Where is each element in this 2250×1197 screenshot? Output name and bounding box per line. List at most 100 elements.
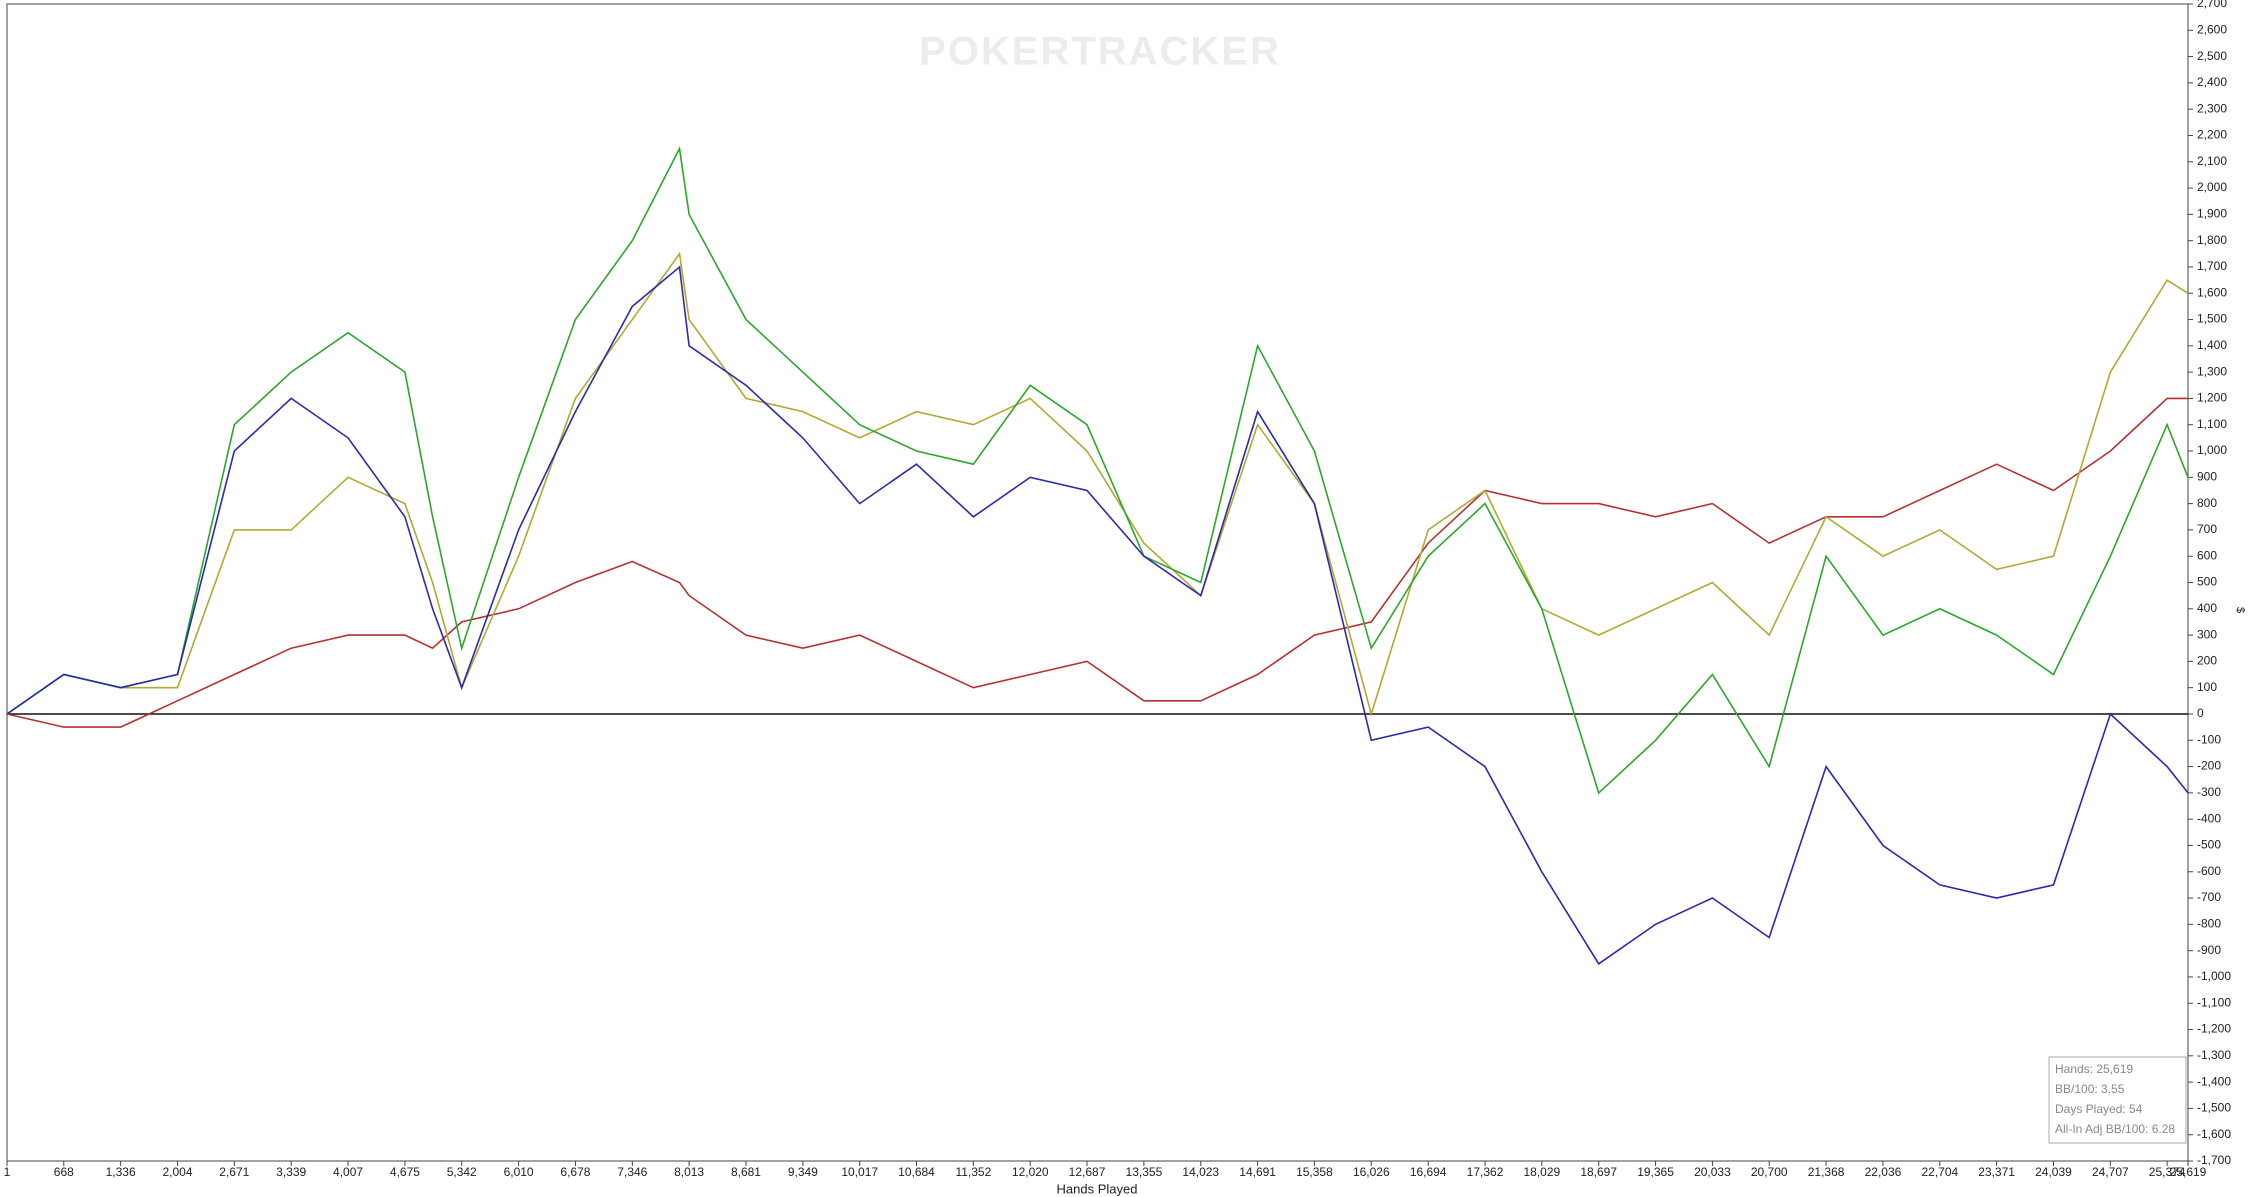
y-tick-label: -400	[2197, 811, 2221, 825]
y-tick-label: -1,200	[2197, 1022, 2231, 1036]
stat-line: BB/100: 3.55	[2055, 1082, 2125, 1096]
y-tick-label: -700	[2197, 890, 2221, 904]
y-tick-label: 500	[2197, 575, 2217, 589]
y-tick-label: 600	[2197, 548, 2217, 562]
y-tick-label: -900	[2197, 943, 2221, 957]
x-tick-label: 24,707	[2092, 1165, 2129, 1179]
x-tick-label: 16,026	[1353, 1165, 1390, 1179]
x-tick-label: 21,368	[1808, 1165, 1845, 1179]
y-tick-label: 1,000	[2197, 443, 2227, 457]
x-tick-label: 14,691	[1239, 1165, 1276, 1179]
y-tick-label: -200	[2197, 759, 2221, 773]
x-tick-label: 8,681	[731, 1165, 761, 1179]
y-tick-label: 1,300	[2197, 364, 2227, 378]
stats-box: Hands: 25,619 BB/100: 3.55 Days Played: 54…	[2048, 1056, 2187, 1144]
y-tick-label: 2,700	[2197, 0, 2227, 10]
x-tick-label: 22,036	[1865, 1165, 1902, 1179]
x-tick-label: 25,374	[2149, 1165, 2186, 1179]
y-tick-label: 1,200	[2197, 391, 2227, 405]
series-line	[6, 265, 2189, 965]
y-tick-label: 2,400	[2197, 75, 2227, 89]
y-tick-label: 2,600	[2197, 22, 2227, 36]
x-axis-title: Hands Played	[1057, 1181, 1138, 1196]
x-tick-label: 17,362	[1467, 1165, 1504, 1179]
x-tick-label: 1	[4, 1165, 11, 1179]
y-tick-label: -1,500	[2197, 1101, 2231, 1115]
y-tick-label: 800	[2197, 496, 2217, 510]
plot-frame	[6, 3, 2189, 1162]
y-tick-label: 2,000	[2197, 180, 2227, 194]
x-tick-label: 13,355	[1126, 1165, 1163, 1179]
y-tick-label: 2,300	[2197, 101, 2227, 115]
x-tick-label: 19,365	[1637, 1165, 1674, 1179]
stat-line: Hands: 25,619	[2055, 1062, 2133, 1076]
x-tick-label: 15,358	[1296, 1165, 1333, 1179]
x-tick-label: 2,671	[219, 1165, 249, 1179]
x-tick-label: 22,704	[1921, 1165, 1958, 1179]
y-tick-label: -1,700	[2197, 1153, 2231, 1167]
x-tick-label: 668	[54, 1165, 74, 1179]
watermark: POKERTRACKER	[919, 30, 1281, 74]
x-tick-label: 1,336	[106, 1165, 136, 1179]
x-tick-label: 4,007	[333, 1165, 363, 1179]
y-tick-label: 1,900	[2197, 207, 2227, 221]
y-tick-label: -1,100	[2197, 995, 2231, 1009]
y-tick-label: -1,000	[2197, 969, 2231, 983]
y-tick-label: 1,700	[2197, 259, 2227, 273]
x-tick-label: 24,039	[2035, 1165, 2072, 1179]
x-tick-label: 7,346	[617, 1165, 647, 1179]
y-tick-label: 100	[2197, 680, 2217, 694]
x-tick-label: 25,619	[2170, 1165, 2207, 1179]
x-tick-label: 9,349	[788, 1165, 818, 1179]
series-line	[6, 146, 2189, 795]
x-tick-label: 18,029	[1523, 1165, 1560, 1179]
y-tick-label: 1,600	[2197, 285, 2227, 299]
x-tick-label: 20,033	[1694, 1165, 1731, 1179]
y-tick-label: -600	[2197, 864, 2221, 878]
y-tick-label: -100	[2197, 732, 2221, 746]
x-tick-label: 14,023	[1182, 1165, 1219, 1179]
x-tick-label: 20,700	[1751, 1165, 1788, 1179]
y-tick-label: 300	[2197, 627, 2217, 641]
x-tick-label: 10,017	[841, 1165, 878, 1179]
x-tick-label: 6,010	[504, 1165, 534, 1179]
x-tick-label: 5,342	[447, 1165, 477, 1179]
x-tick-label: 12,020	[1012, 1165, 1049, 1179]
y-tick-label: 2,200	[2197, 128, 2227, 142]
y-axis-title: $	[2234, 607, 2246, 613]
y-tick-label: 900	[2197, 469, 2217, 483]
x-tick-label: 2,004	[163, 1165, 193, 1179]
y-tick-label: -800	[2197, 917, 2221, 931]
y-tick-label: 1,400	[2197, 338, 2227, 352]
x-tick-label: 23,371	[1978, 1165, 2015, 1179]
y-tick-label: -300	[2197, 785, 2221, 799]
y-tick-label: 1,800	[2197, 233, 2227, 247]
y-tick-label: -500	[2197, 838, 2221, 852]
y-tick-label: 2,100	[2197, 154, 2227, 168]
x-tick-label: 12,687	[1069, 1165, 1106, 1179]
stat-line: All-In Adj BB/100: 6.28	[2055, 1122, 2175, 1136]
y-tick-label: 1,500	[2197, 312, 2227, 326]
y-tick-label: -1,600	[2197, 1127, 2231, 1141]
y-tick-label: 200	[2197, 654, 2217, 668]
x-tick-label: 18,697	[1580, 1165, 1617, 1179]
y-tick-label: -1,400	[2197, 1074, 2231, 1088]
x-tick-label: 4,675	[390, 1165, 420, 1179]
y-tick-label: 1,100	[2197, 417, 2227, 431]
series-line	[6, 251, 2189, 717]
x-tick-label: 6,678	[560, 1165, 590, 1179]
y-tick-label: 2,500	[2197, 49, 2227, 63]
stat-line: Days Played: 54	[2055, 1102, 2143, 1116]
y-tick-label: 400	[2197, 601, 2217, 615]
y-tick-label: 700	[2197, 522, 2217, 536]
x-tick-label: 8,013	[674, 1165, 704, 1179]
x-tick-label: 16,694	[1410, 1165, 1447, 1179]
x-tick-label: 11,352	[955, 1165, 991, 1179]
x-tick-label: 10,684	[898, 1165, 935, 1179]
y-tick-label: 0	[2197, 706, 2204, 720]
stats-frame	[2048, 1056, 2187, 1144]
x-tick-label: 3,339	[276, 1165, 306, 1179]
series-line	[6, 397, 2188, 728]
y-tick-label: -1,300	[2197, 1048, 2231, 1062]
